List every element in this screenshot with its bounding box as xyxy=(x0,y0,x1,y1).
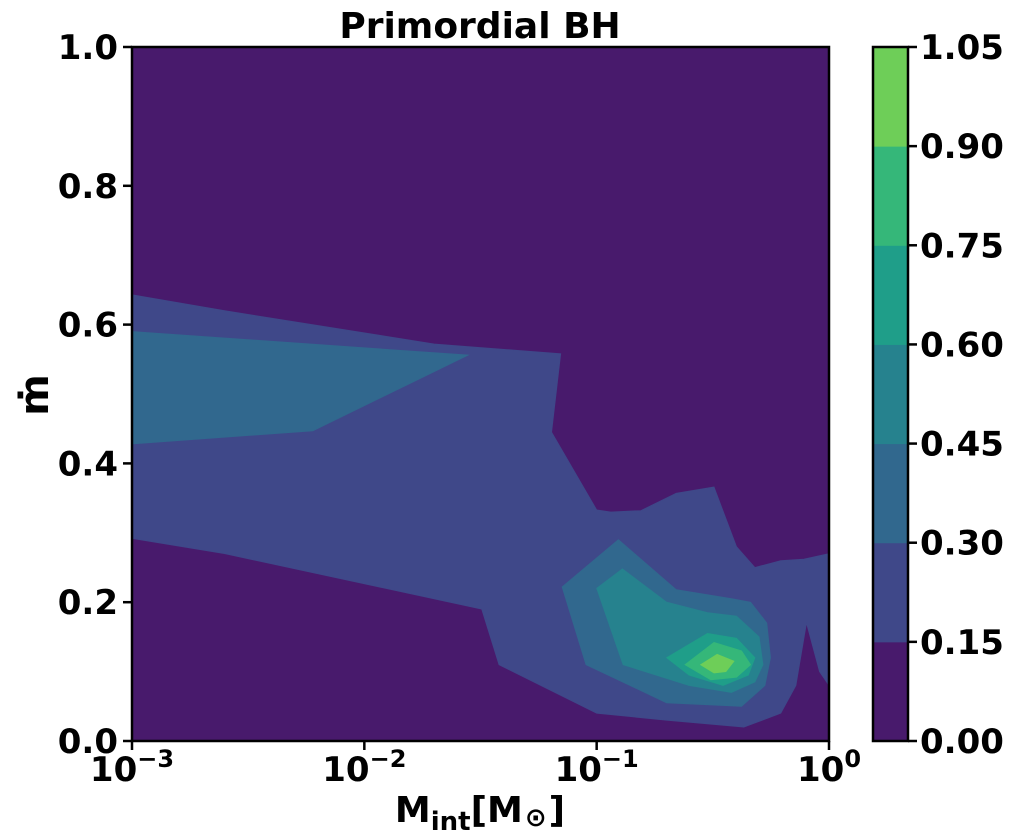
y-axis-label: ṁ xyxy=(12,374,58,416)
colorbar-tick-label-2: 0.30 xyxy=(920,524,1004,564)
colorbar-tick-label-7: 1.05 xyxy=(920,28,1004,68)
x-tick-label-0: 10−3 xyxy=(90,745,174,790)
y-tick-label-2: 0.4 xyxy=(58,444,118,484)
plot-area: 10−3 10−2 10−1 100 0.0 0.2 0.4 0.6 0.8 1.0 xyxy=(58,28,861,790)
colorbar-band-0 xyxy=(873,641,908,742)
colorbar-band-4 xyxy=(873,245,908,345)
colorbar-frame xyxy=(871,45,910,743)
colorbar-tick-label-0: 0.00 xyxy=(920,722,1004,762)
x-axis-label: Mint[M⊙] xyxy=(395,790,565,832)
x-tick-label-2: 10−1 xyxy=(555,745,639,790)
colorbar-tick-label-6: 0.90 xyxy=(920,127,1004,167)
colorbar-ticks: 0.00 0.15 0.30 0.45 0.60 0.75 0.90 1.05 xyxy=(908,28,1004,762)
colorbar-tick-label-3: 0.45 xyxy=(920,425,1004,465)
y-axis-ticks: 0.0 0.2 0.4 0.6 0.8 1.0 xyxy=(58,28,132,762)
plot-frame xyxy=(130,45,831,743)
y-tick-label-0: 0.0 xyxy=(58,722,118,762)
colorbar: 0.00 0.15 0.30 0.45 0.60 0.75 0.90 1.05 xyxy=(871,28,1004,762)
y-tick-label-5: 1.0 xyxy=(58,28,118,68)
x-tick-label-3: 100 xyxy=(797,745,861,790)
colorbar-band-3 xyxy=(873,344,908,445)
colorbar-tick-label-4: 0.60 xyxy=(920,325,1004,365)
x-tick-label-1: 10−2 xyxy=(322,745,406,790)
colorbar-band-6 xyxy=(873,47,908,147)
colorbar-band-2 xyxy=(873,443,908,544)
colorbar-band-1 xyxy=(873,542,908,643)
colorbar-tick-label-5: 0.75 xyxy=(920,226,1004,266)
colorbar-tick-label-1: 0.15 xyxy=(920,623,1004,663)
contour-fills xyxy=(131,294,830,728)
colorbar-bands xyxy=(873,47,908,742)
y-tick-label-3: 0.6 xyxy=(58,306,118,346)
x-axis-ticks: 10−3 10−2 10−1 100 xyxy=(90,741,861,790)
y-tick-label-4: 0.8 xyxy=(58,167,118,207)
chart-title: Primordial BH xyxy=(339,6,620,47)
colorbar-band-5 xyxy=(873,146,908,246)
y-tick-label-1: 0.2 xyxy=(58,583,118,623)
contour-region-6 xyxy=(699,653,735,674)
